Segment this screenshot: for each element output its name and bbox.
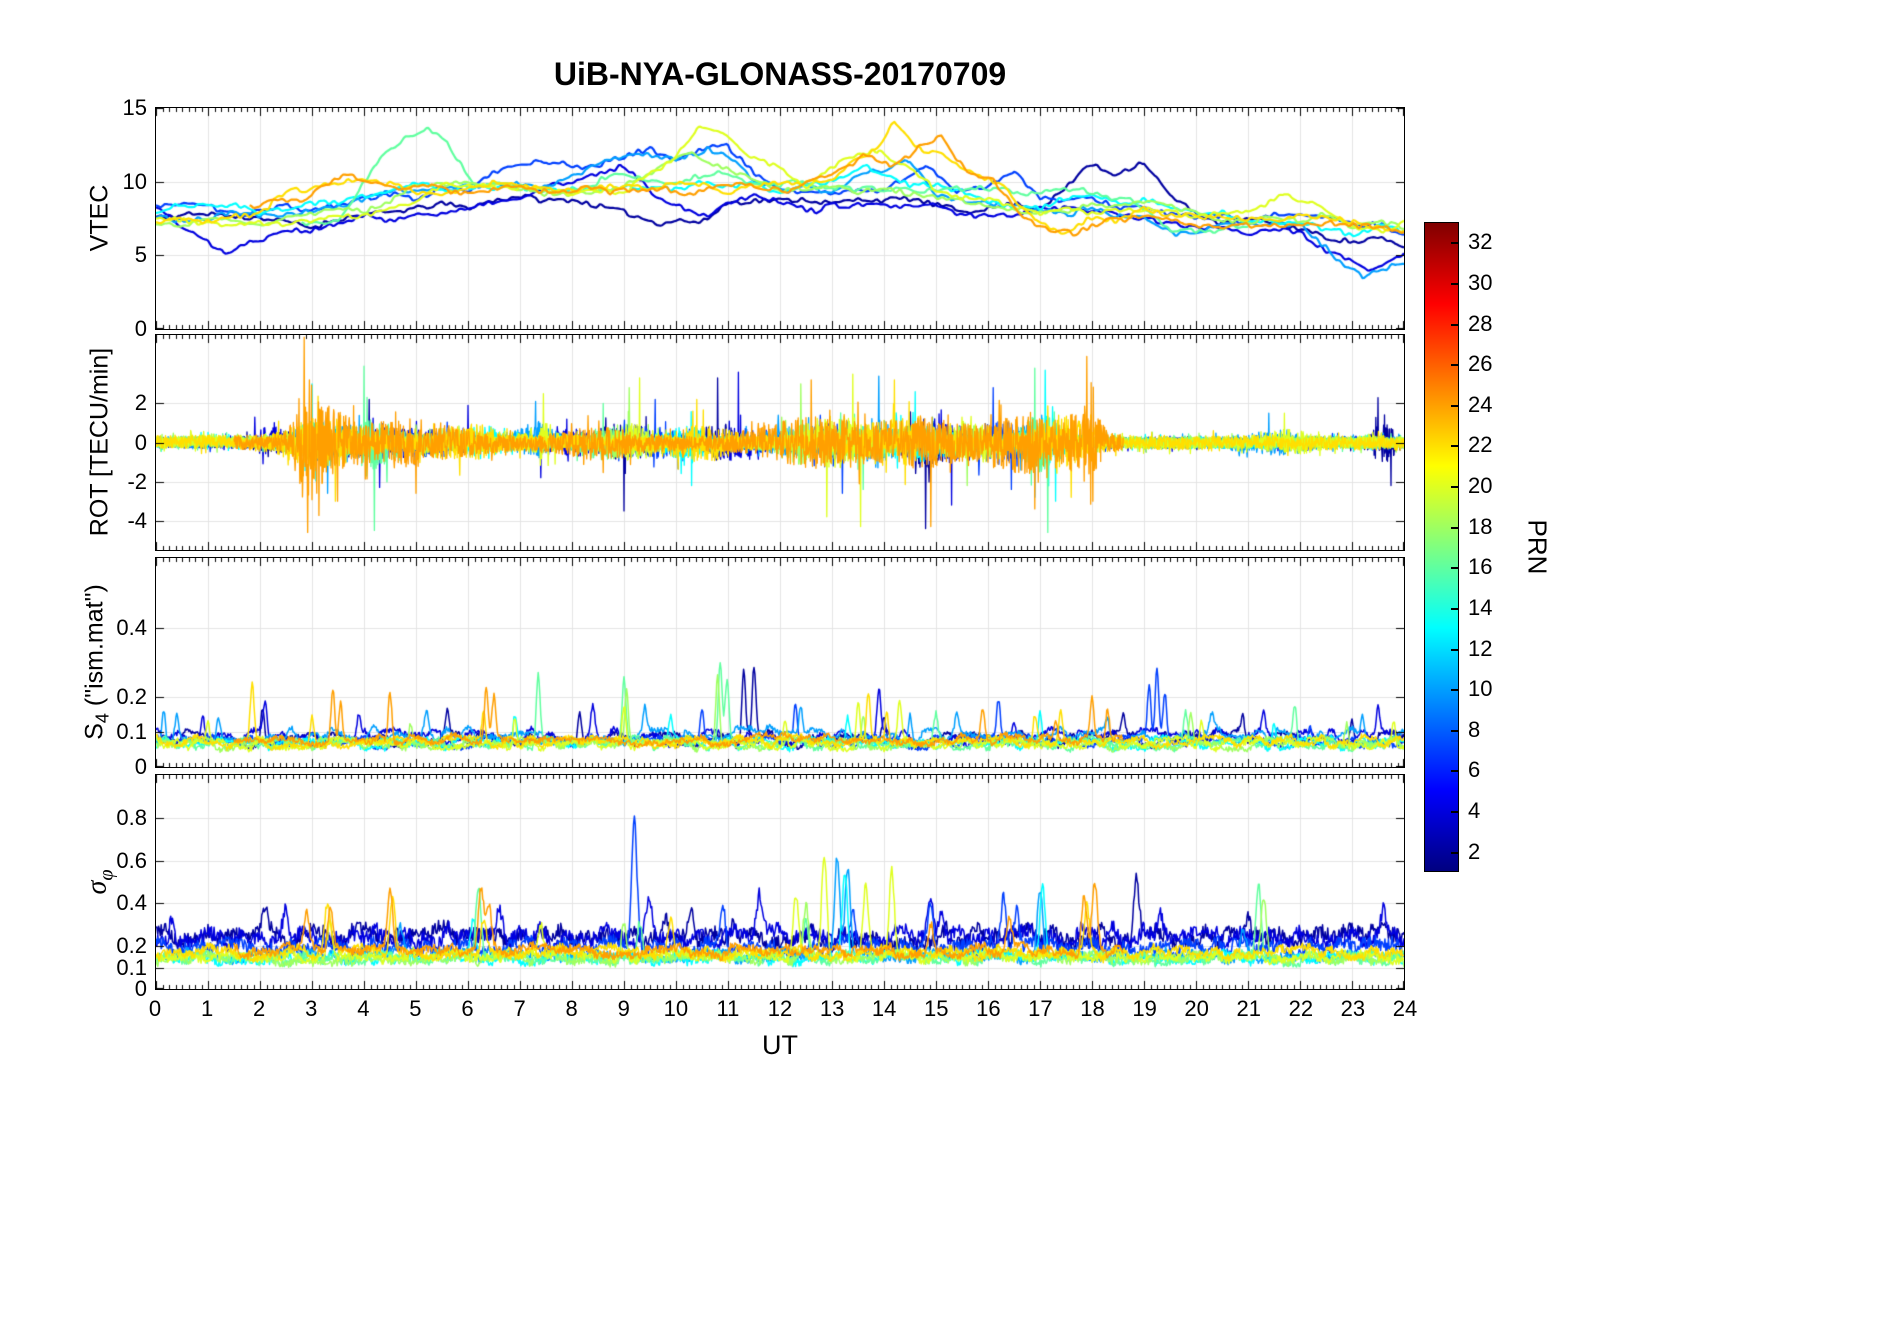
vtec-panel	[155, 107, 1405, 330]
colorbar-tick-label: 30	[1468, 269, 1493, 295]
x-tick-label: 3	[305, 996, 318, 1021]
y-tick-label: -4	[127, 507, 147, 533]
y-tick-label: 15	[122, 95, 147, 120]
x-tick-label: 24	[1392, 996, 1418, 1021]
x-tick-label: 12	[767, 996, 793, 1021]
colorbar-tick-label: 22	[1468, 432, 1493, 458]
s4-axis-label: S4 ("ism.mat")	[81, 584, 114, 740]
sigma-phi-plot-canvas	[156, 775, 1404, 989]
x-tick-label: 2	[253, 996, 266, 1021]
x-tick-label: 16	[976, 996, 1001, 1021]
x-tick-label: 15	[924, 996, 949, 1021]
colorbar-tick-mark	[1451, 445, 1458, 448]
colorbar-tick-mark	[1451, 242, 1458, 245]
colorbar-tick-mark	[1451, 567, 1458, 570]
colorbar-tick-mark	[1451, 282, 1458, 285]
colorbar-tick-mark	[1451, 770, 1458, 773]
colorbar-tick-label: 26	[1468, 351, 1493, 377]
x-tick-label: 4	[357, 996, 370, 1021]
colorbar-tick-mark	[1451, 526, 1458, 529]
colorbar-tick-label: 6	[1468, 757, 1481, 783]
colorbar-tick-mark	[1451, 607, 1458, 610]
x-tick-label: 20	[1184, 996, 1209, 1021]
x-tick-label: 18	[1080, 996, 1105, 1021]
rot-panel	[155, 334, 1405, 551]
rot-plot-canvas	[156, 335, 1404, 550]
colorbar-tick-mark	[1451, 729, 1458, 732]
x-tick-label: 11	[716, 996, 740, 1021]
colorbar-gradient	[1425, 223, 1458, 871]
y-tick-label: 5	[134, 242, 147, 268]
x-tick-label: 1	[200, 996, 214, 1021]
colorbar	[1424, 222, 1459, 872]
x-tick-label: 7	[513, 996, 526, 1021]
colorbar-tick-label: 16	[1468, 554, 1493, 580]
x-tick-label: 19	[1132, 996, 1157, 1021]
s4-plot-canvas	[156, 558, 1404, 767]
x-tick-label: 22	[1288, 996, 1314, 1021]
colorbar-tick-mark	[1451, 364, 1458, 367]
x-tick-label: 13	[819, 996, 845, 1021]
y-tick-label: -2	[127, 468, 147, 494]
colorbar-tick-label: 20	[1468, 473, 1493, 499]
sigma-phi-panel	[155, 774, 1405, 990]
y-tick-label: 0.2	[116, 933, 147, 959]
y-tick-label: 0.2	[116, 684, 147, 710]
vtec-plot-canvas	[156, 108, 1404, 329]
colorbar-tick-label: 32	[1468, 229, 1493, 255]
y-tick-label: 0	[134, 316, 147, 341]
colorbar-tick-label: 10	[1468, 676, 1493, 702]
colorbar-tick-label: 2	[1468, 838, 1481, 864]
colorbar-tick-mark	[1451, 851, 1458, 854]
colorbar-tick-label: 18	[1468, 513, 1493, 539]
x-tick-label: 21	[1236, 996, 1261, 1021]
y-tick-label: 0.4	[116, 614, 147, 640]
vtec-axis-label: VTEC	[85, 184, 114, 252]
colorbar-tick-label: 14	[1468, 594, 1493, 620]
x-tick-label: 6	[461, 996, 474, 1021]
x-tick-label: 8	[565, 996, 578, 1021]
colorbar-tick-mark	[1451, 404, 1458, 407]
y-tick-label: 10	[122, 168, 147, 194]
y-tick-label: 0	[134, 429, 147, 455]
colorbar-tick-label: 24	[1468, 391, 1493, 417]
colorbar-tick-mark	[1451, 689, 1458, 692]
x-tick-label: 17	[1028, 996, 1053, 1021]
y-tick-label: 0	[134, 754, 147, 779]
y-tick-label: 0.6	[116, 847, 147, 873]
x-tick-label: 23	[1340, 996, 1366, 1021]
y-tick-label: 0.1	[116, 719, 147, 745]
x-axis-label: UT	[762, 1030, 798, 1060]
y-tick-label: 0.1	[116, 954, 147, 980]
colorbar-tick-label: 4	[1468, 798, 1481, 824]
x-tick-label: 10	[663, 996, 689, 1021]
colorbar-tick-mark	[1451, 323, 1458, 326]
y-tick-label: 0.8	[116, 804, 147, 830]
y-tick-label: 0.4	[116, 890, 147, 916]
x-tick-label: 5	[409, 996, 422, 1021]
colorbar-tick-mark	[1451, 811, 1458, 814]
colorbar-tick-mark	[1451, 486, 1458, 489]
x-tick-label: 9	[617, 996, 630, 1021]
x-tick-label: 0	[148, 996, 162, 1021]
colorbar-tick-label: 12	[1468, 635, 1493, 661]
x-tick-label: 14	[871, 996, 897, 1021]
colorbar-tick-mark	[1451, 648, 1458, 651]
y-tick-label: 2	[134, 390, 147, 416]
colorbar-tick-label: 28	[1468, 310, 1493, 336]
colorbar-tick-label: 8	[1468, 716, 1481, 742]
chart-title: UiB-NYA-GLONASS-20170709	[553, 56, 1007, 92]
s4-panel	[155, 557, 1405, 768]
y-tick-label: 0	[134, 976, 147, 1001]
